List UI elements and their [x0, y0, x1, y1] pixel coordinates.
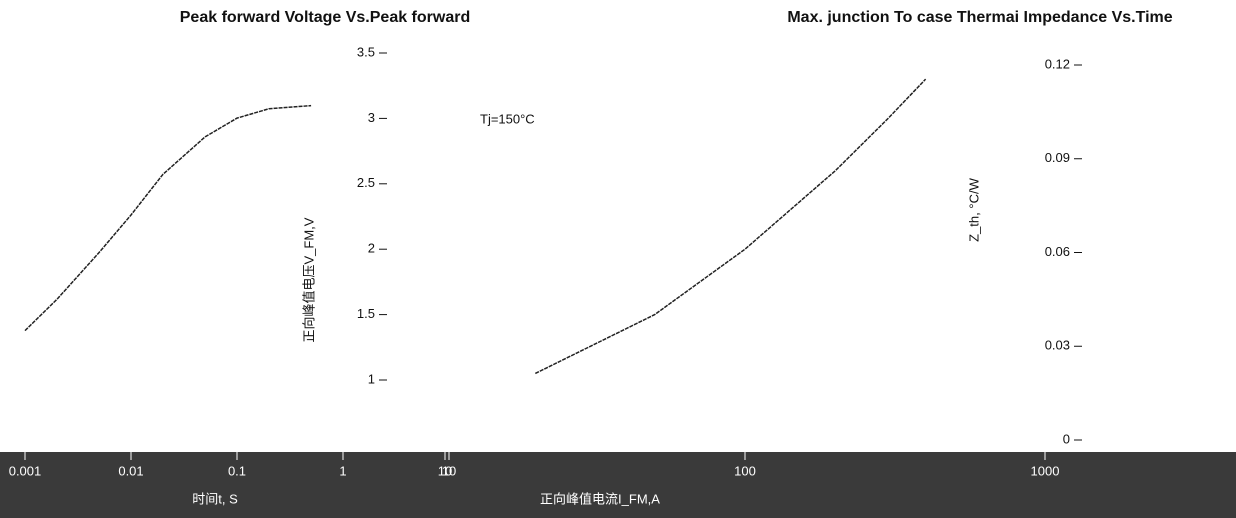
- x-tick-label: 10: [442, 463, 456, 478]
- line-series: [534, 78, 927, 375]
- annotation: Tj=150°C: [480, 111, 535, 126]
- y-axis-label: Z_th, °C/W: [966, 177, 981, 241]
- y-tick-label: 1: [368, 371, 375, 386]
- y-tick-label: 0.06: [1045, 244, 1070, 259]
- y-tick-label: 0.03: [1045, 338, 1070, 353]
- x-tick-label: 1000: [1031, 463, 1060, 478]
- chart-title: Peak forward Voltage Vs.Peak forward: [180, 9, 470, 26]
- y-tick-label: 2: [368, 241, 375, 256]
- y-tick-label: 2.5: [357, 175, 375, 190]
- y-tick-label: 0.09: [1045, 150, 1070, 165]
- y-tick-label: 0.12: [1045, 56, 1070, 71]
- x-tick-label: 100: [734, 463, 756, 478]
- x-axis-label: 正向峰值电流I_FM,A: [540, 491, 660, 506]
- y-tick-label: 3.5: [357, 44, 375, 59]
- x-tick-label: 0.001: [9, 463, 42, 478]
- y-tick-label: 3: [368, 110, 375, 125]
- y-tick-label: 0: [1063, 431, 1070, 446]
- x-tick-label: 1: [339, 463, 346, 478]
- band-group: 10 100 1000 正向峰值电流I_FM,A 0.001 0.01 0.1 1 10 时间t,…: [9, 452, 1060, 506]
- y-axis-label: 正向峰值电压V_FM,V: [301, 217, 316, 342]
- axis-band: [0, 452, 1236, 518]
- y-tick-label: 1.5: [357, 306, 375, 321]
- line-series: [24, 104, 312, 332]
- x-tick-label: 10: [438, 463, 452, 478]
- x-tick-label: 0.01: [118, 463, 143, 478]
- x-tick-label: 0.1: [228, 463, 246, 478]
- chart-title: Max. junction To case Thermai Impedance …: [787, 9, 1172, 26]
- x-axis-label: 时间t, S: [192, 491, 238, 506]
